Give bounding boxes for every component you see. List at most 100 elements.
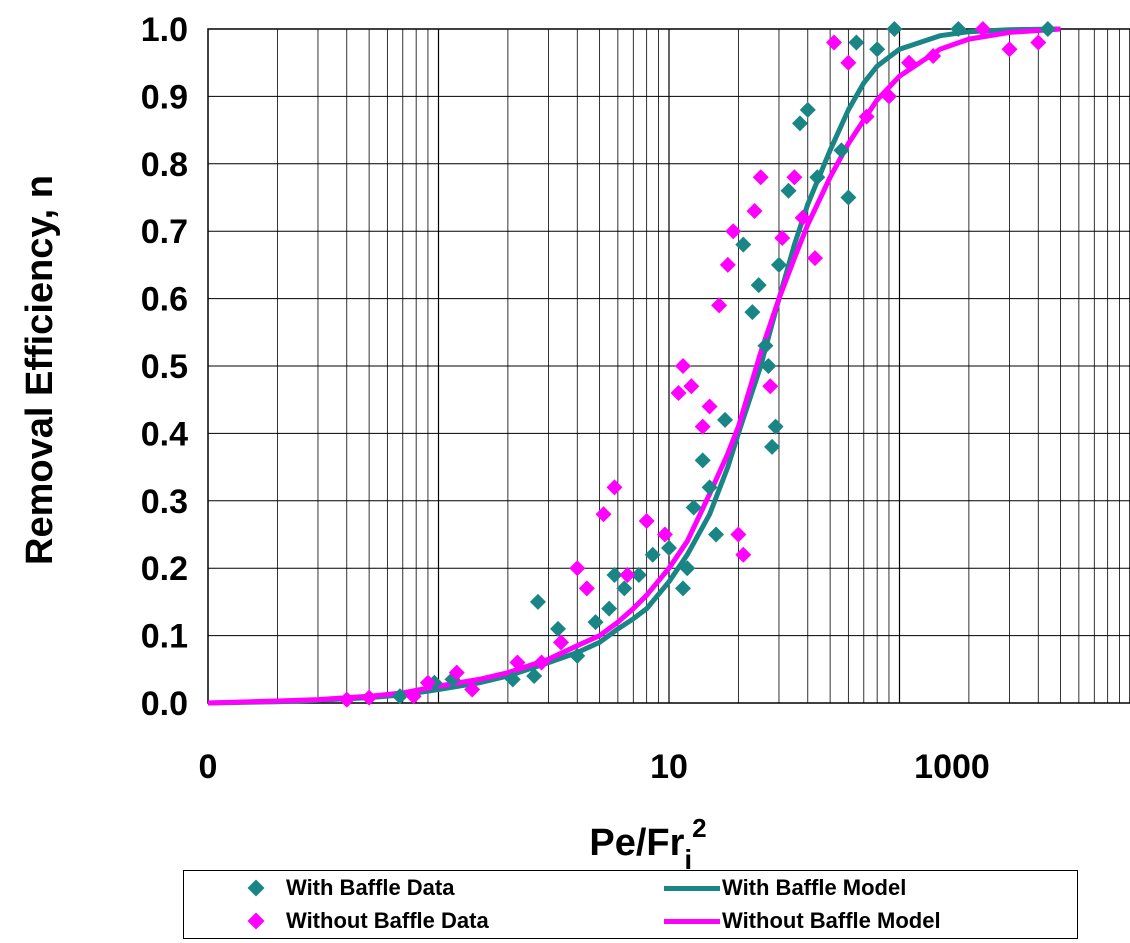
legend-item-with-baffle-data: With Baffle Data <box>234 873 454 903</box>
point-without-baffle-data <box>361 689 378 706</box>
y-tick-label: 0.5 <box>141 348 188 386</box>
point-with-baffle-data <box>616 580 633 597</box>
point-without-baffle-data <box>553 634 570 651</box>
point-without-baffle-data <box>774 229 791 246</box>
grid <box>208 28 1130 703</box>
legend-marker-with-baffle-data <box>247 879 265 897</box>
point-with-baffle-data <box>886 21 903 37</box>
point-without-baffle-data <box>752 169 769 186</box>
legend-label: Without Baffle Data <box>286 908 489 933</box>
x-axis-label-sup: 2 <box>692 813 706 843</box>
point-with-baffle-data <box>750 277 767 294</box>
y-tick-label: 0.9 <box>141 78 188 116</box>
point-without-baffle-data <box>807 250 824 267</box>
point-with-baffle-data <box>630 566 647 583</box>
y-tick-label: 1.0 <box>141 11 188 49</box>
x-tick-label: 10 <box>650 748 688 786</box>
legend-item-without-baffle-model: Without Baffle Model <box>664 906 941 936</box>
point-with-baffle-data <box>1039 21 1056 37</box>
point-without-baffle-data <box>794 209 811 226</box>
point-without-baffle-data <box>719 256 736 273</box>
point-without-baffle-data <box>569 560 586 577</box>
point-without-baffle-data <box>786 169 803 186</box>
point-with-baffle-data <box>760 358 777 374</box>
point-without-baffle-data <box>826 34 843 51</box>
point-without-baffle-data <box>925 47 942 64</box>
point-without-baffle-data <box>448 664 465 681</box>
x-tick-label: 0 <box>199 748 218 786</box>
point-without-baffle-data <box>533 654 550 671</box>
point-without-baffle-data <box>746 202 763 219</box>
point-with-baffle-data <box>391 688 408 705</box>
x-axis-label-sub: i <box>684 844 692 870</box>
point-with-baffle-data <box>950 21 967 37</box>
point-with-baffle-data <box>848 34 865 51</box>
model-line-without-baffle-model <box>207 26 1061 706</box>
legend: With Baffle Data With Baffle Model Witho… <box>183 870 1078 939</box>
legend-line-with-baffle-model <box>664 885 720 891</box>
point-with-baffle-data <box>606 566 623 583</box>
point-without-baffle-data <box>595 506 612 523</box>
point-with-baffle-data <box>799 101 816 118</box>
point-without-baffle-data <box>638 513 655 530</box>
point-with-baffle-data <box>744 304 761 321</box>
point-with-baffle-data <box>587 614 604 631</box>
point-with-baffle-data <box>529 593 546 610</box>
x-tick-labels: 0 10 1000 <box>199 748 990 786</box>
point-with-baffle-data <box>869 41 886 58</box>
point-with-baffle-data <box>770 256 787 273</box>
point-without-baffle-data <box>711 297 728 314</box>
point-without-baffle-data <box>619 566 636 583</box>
point-with-baffle-data <box>809 169 826 186</box>
point-without-baffle-data <box>683 378 700 395</box>
point-without-baffle-data <box>730 526 747 543</box>
x-tick-label: 1000 <box>914 748 990 786</box>
y-tick-label: 0.1 <box>141 618 188 656</box>
point-with-baffle-data <box>735 236 752 253</box>
point-with-baffle-data <box>526 668 543 685</box>
legend-line-without-baffle-model <box>664 918 720 924</box>
x-axis-label: Pe/Fri2 <box>589 813 706 870</box>
point-without-baffle-data <box>1030 34 1047 51</box>
point-without-baffle-data <box>858 108 875 125</box>
point-with-baffle-data <box>569 647 586 664</box>
y-tick-label: 0.2 <box>141 550 188 588</box>
legend-marker-without-baffle-data <box>247 912 265 930</box>
point-with-baffle-data <box>674 580 691 597</box>
point-with-baffle-data <box>791 115 808 132</box>
point-with-baffle-data <box>840 189 857 206</box>
point-without-baffle-data <box>901 54 918 71</box>
point-without-baffle-data <box>656 526 673 543</box>
point-with-baffle-data <box>717 411 734 428</box>
x-axis-label-main: Pe/Fr <box>589 822 684 864</box>
plot-frame <box>207 28 1130 704</box>
point-with-baffle-data <box>601 600 618 617</box>
y-tick-label: 0.8 <box>141 146 188 184</box>
y-tick-label: 0.6 <box>141 281 188 319</box>
point-without-baffle-data <box>405 688 422 705</box>
point-with-baffle-data <box>764 438 781 455</box>
point-with-baffle-data <box>644 546 661 563</box>
y-tick-label: 0.3 <box>141 483 188 521</box>
point-with-baffle-data <box>708 526 725 543</box>
point-without-baffle-data <box>670 384 687 401</box>
point-without-baffle-data <box>674 358 691 374</box>
legend-item-without-baffle-data: Without Baffle Data <box>234 906 489 936</box>
point-without-baffle-data <box>762 378 779 395</box>
point-without-baffle-data <box>1001 41 1018 58</box>
point-without-baffle-data <box>606 479 623 496</box>
legend-label: Without Baffle Model <box>722 908 941 933</box>
point-without-baffle-data <box>464 681 481 698</box>
model-lines <box>207 26 1061 706</box>
point-without-baffle-data <box>509 654 526 671</box>
point-with-baffle-data <box>701 479 718 496</box>
legend-item-with-baffle-model: With Baffle Model <box>664 873 906 903</box>
y-axis-label: Removal Efficiency, n <box>19 175 61 565</box>
point-with-baffle-data <box>504 671 521 688</box>
point-without-baffle-data <box>974 21 991 37</box>
point-with-baffle-data <box>550 620 567 637</box>
legend-label: With Baffle Data <box>286 875 455 900</box>
point-without-baffle-data <box>735 546 752 563</box>
point-with-baffle-data <box>694 452 711 469</box>
point-with-baffle-data <box>780 182 797 199</box>
